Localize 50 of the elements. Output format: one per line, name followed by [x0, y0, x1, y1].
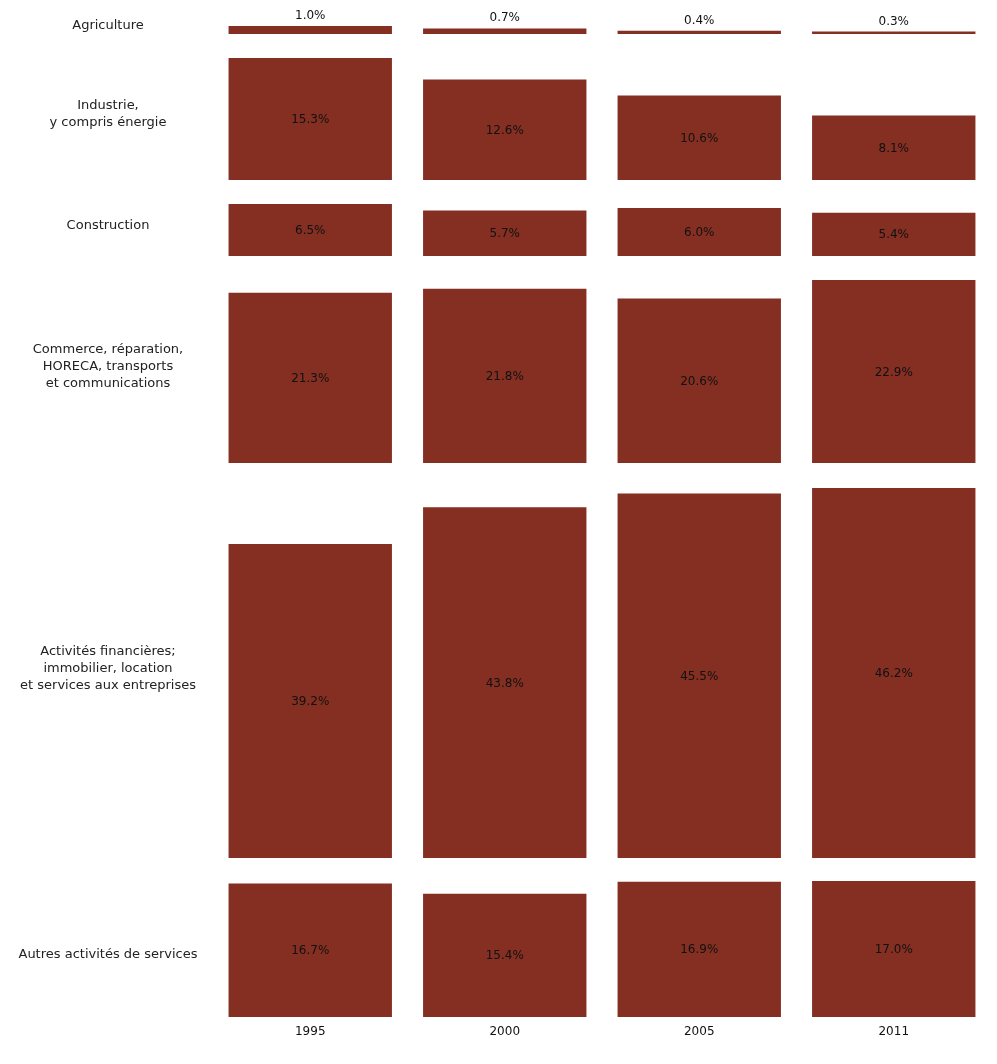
data-label: 5.4% [878, 227, 909, 242]
data-label: 6.0% [684, 225, 715, 240]
data-label: 20.6% [680, 374, 719, 389]
bar [423, 289, 587, 464]
text: Agriculture [72, 16, 144, 32]
bar [423, 506, 587, 858]
data-label: 22.9% [874, 364, 913, 379]
bar [617, 208, 781, 257]
text: Industrie, y compris énergie [49, 97, 167, 129]
text: Commerce, réparation, HORECA, transports et communications [32, 341, 184, 391]
bar [228, 543, 392, 858]
x-tick-label: 1995 [294, 1024, 326, 1039]
bar [812, 115, 976, 180]
data-label: 1.0% [295, 8, 326, 22]
bar [812, 487, 976, 858]
bar [423, 79, 587, 180]
data-label: 10.6% [680, 130, 719, 145]
data-label: 45.5% [680, 668, 719, 683]
bar [617, 95, 781, 180]
bar [228, 204, 392, 257]
data-label: 0.7% [489, 10, 520, 25]
data-label: 17.0% [874, 942, 913, 957]
data-label: 8.1% [878, 140, 909, 155]
bar [228, 293, 392, 464]
text: Construction [66, 216, 150, 232]
bar [812, 280, 976, 464]
data-label: 46.2% [874, 665, 913, 680]
text: Autres activités de services [18, 945, 198, 961]
data-label: 5.7% [489, 226, 520, 241]
data-label: 21.3% [291, 371, 330, 386]
bar [617, 493, 781, 858]
x-tick-label: 2000 [489, 1024, 521, 1039]
data-label: 0.4% [684, 12, 715, 27]
x-tick-label: 2005 [683, 1024, 715, 1039]
data-label: 15.3% [291, 112, 330, 126]
bar [812, 213, 976, 257]
data-label: 12.6% [485, 122, 524, 137]
data-label: 16.9% [680, 942, 719, 957]
data-label: 39.2% [291, 693, 330, 708]
data-label: 43.8% [485, 675, 524, 690]
data-label: 0.3% [878, 13, 909, 28]
data-label: 16.7% [291, 943, 330, 958]
data-label: 15.4% [485, 948, 524, 963]
data-label: 21.8% [485, 369, 524, 384]
x-tick-label: 2011 [878, 1024, 910, 1039]
data-label: 6.5% [295, 223, 326, 238]
bar [617, 298, 781, 464]
text: Activités financières; immobilier, location et services aux entreprises [20, 642, 197, 692]
bar [423, 210, 587, 257]
bar [228, 58, 392, 180]
